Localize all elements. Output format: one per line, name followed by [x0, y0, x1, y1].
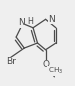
Text: H: H [27, 17, 33, 26]
Text: N: N [18, 18, 25, 27]
Text: $\mathregular{CH_3}$: $\mathregular{CH_3}$ [48, 66, 63, 76]
Text: N: N [49, 15, 55, 24]
Text: O: O [42, 60, 49, 69]
Text: Br: Br [6, 57, 16, 66]
